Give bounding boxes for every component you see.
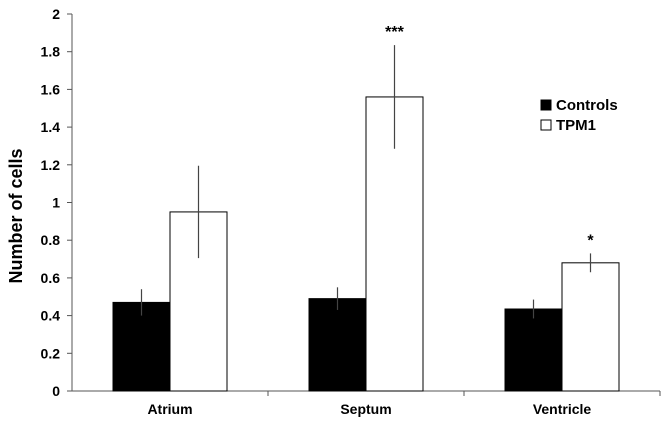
x-tick-label: Septum (340, 401, 391, 417)
y-axis: 0 0.2 0.4 0.6 0.8 1 1.2 1.4 1.6 1.8 2 (41, 6, 73, 399)
x-axis: Atrium Septum Ventricle (72, 390, 661, 417)
significance-marker: *** (385, 24, 404, 41)
annotations: **** (385, 24, 594, 249)
bars (112, 96, 620, 392)
y-tick-label: 1 (52, 195, 60, 211)
y-tick-label: 1.6 (41, 81, 61, 97)
y-tick-label: 0.4 (41, 308, 61, 324)
legend-swatch (540, 99, 552, 111)
y-tick-label: 0.2 (41, 345, 61, 361)
bar-controls-atrium (112, 301, 171, 392)
legend: Controls TPM1 (540, 97, 618, 134)
significance-marker: * (587, 232, 594, 249)
y-tick-label: 1.2 (41, 157, 61, 173)
bar-controls-septum (308, 298, 367, 392)
legend-label: TPM1 (556, 117, 596, 134)
x-tick-label: Atrium (147, 401, 192, 417)
y-tick-label: 1.8 (41, 44, 61, 60)
y-tick-label: 2 (52, 6, 60, 22)
legend-label: Controls (556, 97, 618, 114)
y-tick-label: 0 (52, 383, 60, 399)
y-tick-label: 0.8 (41, 232, 61, 248)
y-tick-label: 0.6 (41, 270, 61, 286)
y-tick-label: 1.4 (41, 119, 61, 135)
bar-controls-ventricle (504, 308, 563, 392)
bar-tpm1-ventricle (561, 262, 620, 392)
y-axis-title: Number of cells (6, 148, 26, 283)
legend-swatch (540, 119, 552, 131)
x-tick-label: Ventricle (533, 401, 592, 417)
error-bars (140, 45, 592, 319)
